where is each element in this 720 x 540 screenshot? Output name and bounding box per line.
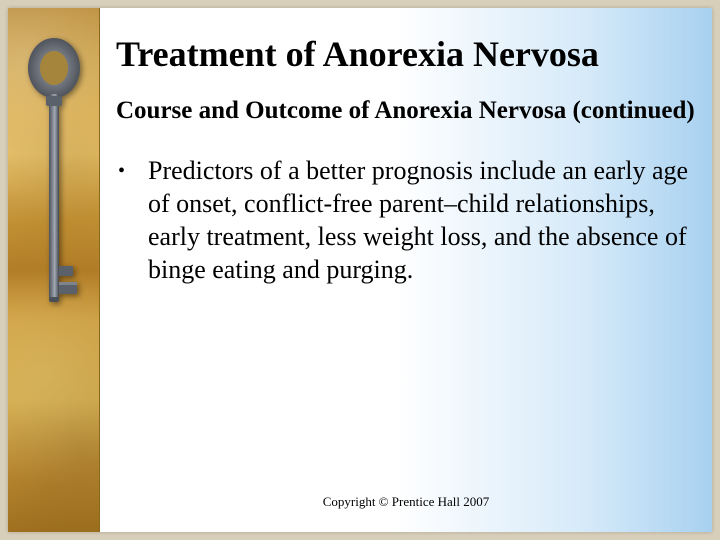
slide: Treatment of Anorexia Nervosa Course and… — [8, 8, 712, 532]
key-icon — [26, 34, 82, 344]
bullet-marker: • — [116, 154, 148, 188]
slide-title: Treatment of Anorexia Nervosa — [116, 36, 698, 74]
slide-subtitle: Course and Outcome of Anorexia Nervosa (… — [116, 96, 698, 126]
sidebar-image-panel — [8, 8, 100, 532]
content-area: Treatment of Anorexia Nervosa Course and… — [116, 36, 698, 286]
bullet-text: Predictors of a better prognosis include… — [148, 154, 698, 286]
bullet-item: • Predictors of a better prognosis inclu… — [116, 154, 698, 286]
copyright-footer: Copyright © Prentice Hall 2007 — [100, 494, 712, 510]
